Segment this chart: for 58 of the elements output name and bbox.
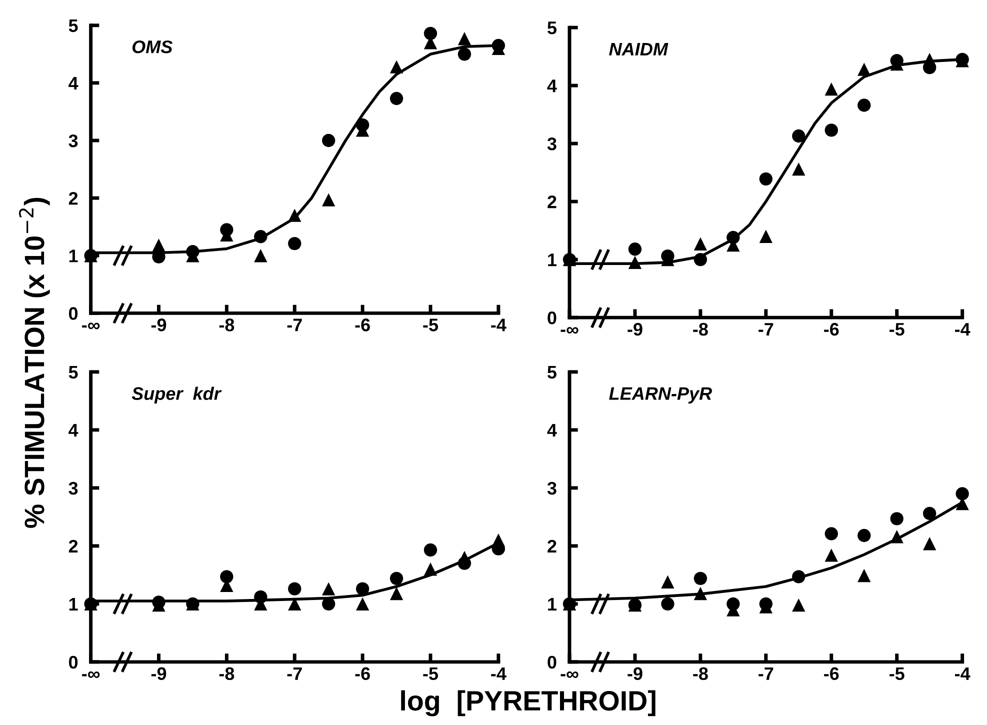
x-tick-label: -6 bbox=[355, 318, 370, 332]
x-tick-label: -6 bbox=[355, 667, 370, 680]
y-tick-label: 3 bbox=[547, 482, 556, 495]
y-tick-label: 1 bbox=[69, 250, 78, 262]
y-tick-label: 5 bbox=[548, 22, 556, 34]
y-tick-label: 0 bbox=[68, 307, 78, 320]
y-tick-label: 2 bbox=[68, 192, 78, 205]
y-tick-label: 4 bbox=[547, 424, 557, 436]
x-tick-label: -8 bbox=[693, 667, 708, 680]
text: NAIDM bbox=[609, 42, 668, 56]
x-tick-label: -∞ bbox=[82, 671, 100, 678]
y-tick-label: 2 bbox=[68, 540, 78, 552]
x-axis-title: log [PYRETHROID] bbox=[401, 690, 656, 716]
x-tick-label: -9 bbox=[151, 318, 166, 332]
y-tick-label: 5 bbox=[548, 366, 556, 379]
y-tick-label: 1 bbox=[69, 598, 78, 610]
y-tick-label: 1 bbox=[548, 598, 556, 610]
x-tick-label: -∞ bbox=[560, 671, 578, 678]
x-tick-label: -7 bbox=[758, 667, 774, 680]
y-tick-label: 0 bbox=[548, 311, 556, 324]
x-tick-label: -5 bbox=[890, 667, 904, 680]
x-tick-label: -7 bbox=[287, 318, 302, 332]
x-tick-label: -8 bbox=[219, 667, 234, 680]
y-tick-label: 2 bbox=[548, 195, 556, 208]
x-tick-label: -5 bbox=[890, 323, 904, 336]
x-tick-label: -7 bbox=[758, 323, 774, 336]
y-tick-label: 2 bbox=[548, 540, 556, 552]
x-tick-label: -9 bbox=[628, 667, 642, 680]
y-tick-label: 0 bbox=[68, 656, 78, 669]
x-tick-label: -4 bbox=[955, 323, 970, 336]
y-tick-label: 4 bbox=[547, 80, 557, 92]
x-tick-label: -4 bbox=[491, 667, 506, 680]
y-axis-title: % STIMULATION (x 10$^{−2}$) bbox=[18, 198, 50, 528]
x-tick-label: -∞ bbox=[560, 326, 578, 334]
x-tick-label: -4 bbox=[491, 318, 506, 332]
x-tick-label: -7 bbox=[287, 667, 302, 680]
x-tick-label: -4 bbox=[955, 667, 970, 680]
x-tick-label: -∞ bbox=[82, 322, 100, 330]
text: LEARN-PyR bbox=[609, 387, 712, 404]
x-tick-label: -5 bbox=[423, 318, 438, 332]
y-tick-label: 5 bbox=[68, 19, 78, 32]
text: Super kdr bbox=[132, 386, 222, 404]
y-tick-label: 1 bbox=[548, 254, 556, 266]
x-tick-label: -8 bbox=[693, 322, 708, 336]
y-tick-label: 0 bbox=[548, 656, 556, 669]
y-tick-label: 4 bbox=[68, 424, 78, 436]
y-tick-label: 4 bbox=[68, 77, 78, 90]
y-tick-label: 5 bbox=[68, 366, 78, 379]
x-tick-label: -6 bbox=[824, 667, 839, 680]
x-tick-label: -5 bbox=[423, 667, 438, 680]
x-tick-label: -9 bbox=[628, 322, 642, 336]
y-tick-label: 3 bbox=[547, 137, 556, 150]
x-tick-label: -6 bbox=[824, 322, 839, 336]
y-tick-label: 3 bbox=[68, 134, 78, 148]
x-tick-label: -8 bbox=[219, 318, 234, 332]
x-tick-label: -9 bbox=[151, 667, 166, 680]
y-tick-label: 3 bbox=[68, 482, 78, 495]
text: OMS bbox=[132, 40, 173, 54]
